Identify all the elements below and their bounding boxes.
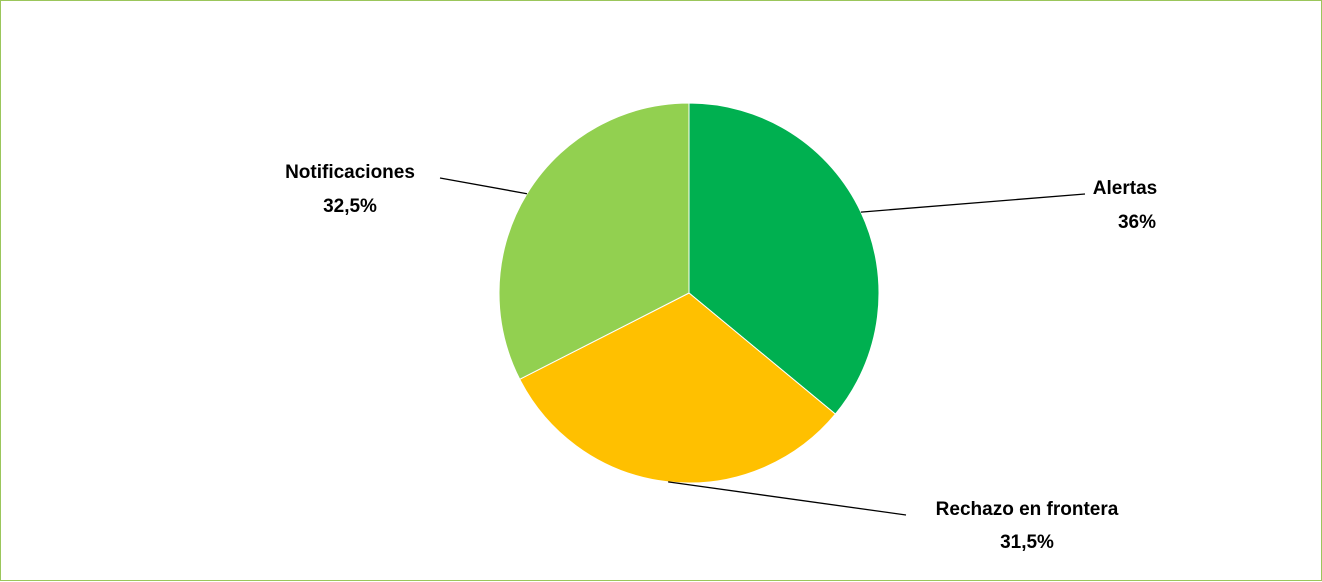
pie-slice-rechazo-en-frontera	[519, 292, 837, 484]
slice-label-notificaciones: Notificaciones	[285, 162, 415, 183]
slice-value-notificaciones: 32,5%	[323, 196, 377, 217]
pie-slices	[498, 102, 880, 484]
pie-slice-notificaciones	[498, 102, 690, 380]
leader-line-alertas	[860, 193, 1086, 213]
leader-lines	[439, 177, 1086, 516]
leader-line-rechazo-en-frontera	[668, 481, 907, 516]
slice-label-alertas: Alertas	[1093, 178, 1157, 199]
slice-label-rechazo-en-frontera: Rechazo en frontera	[936, 499, 1119, 520]
slice-value-rechazo-en-frontera: 31,5%	[1000, 532, 1054, 553]
leader-line-notificaciones	[439, 177, 528, 195]
slice-value-alertas: 36%	[1118, 212, 1156, 233]
